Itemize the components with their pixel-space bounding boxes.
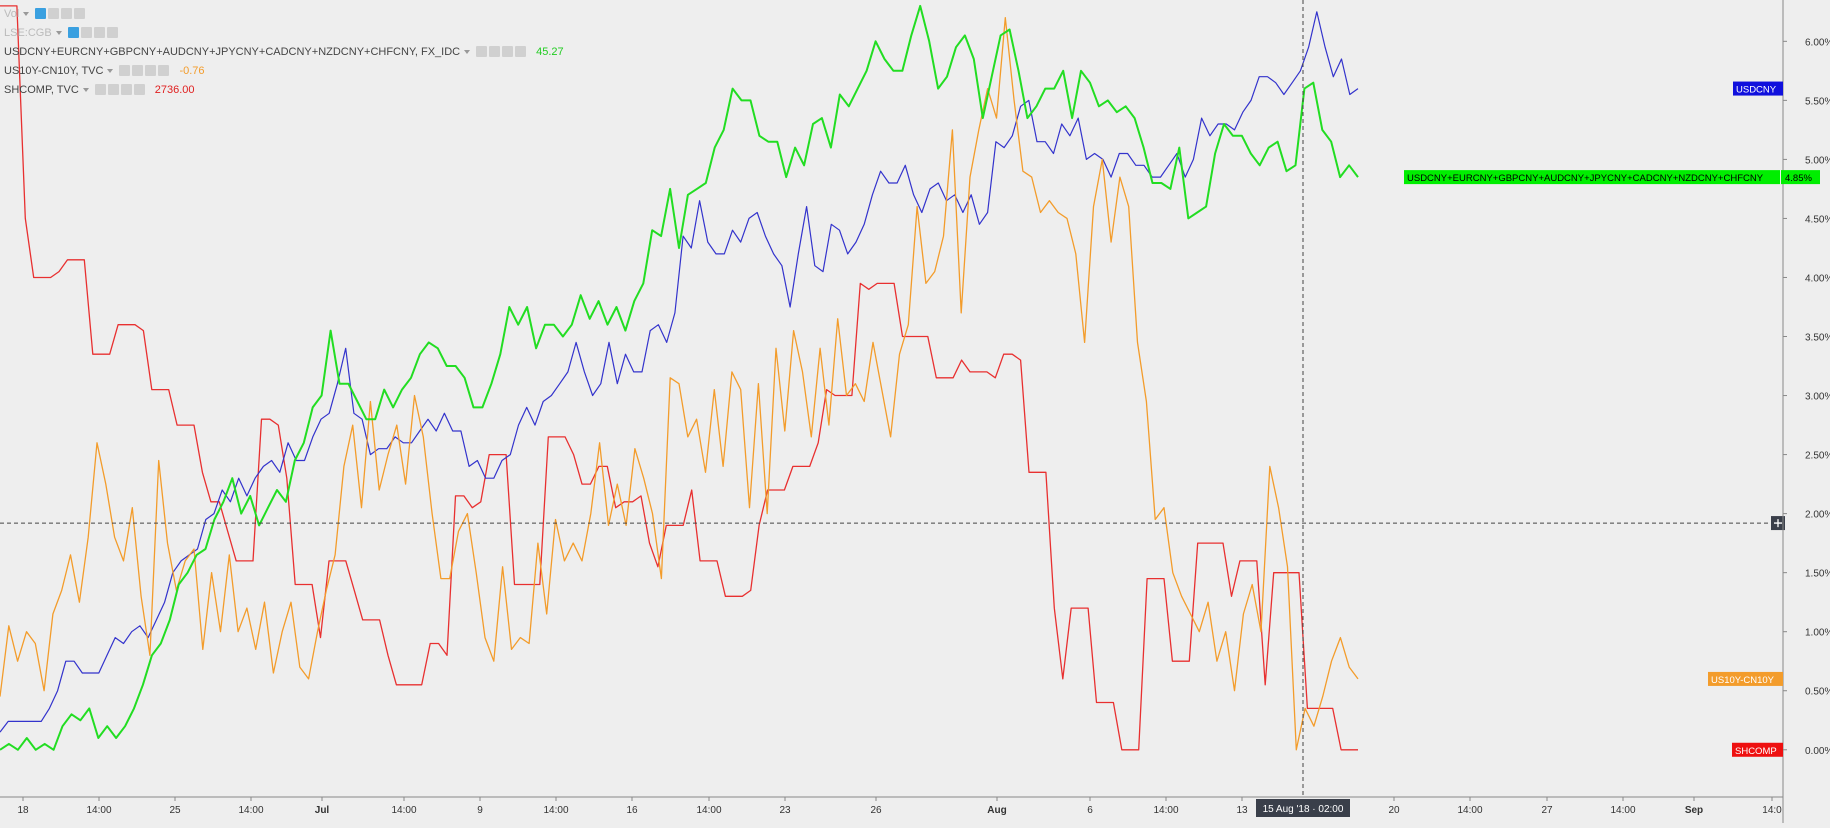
plus-icon[interactable]	[93, 27, 105, 38]
x-tick-label: Aug	[987, 805, 1006, 816]
chevron-down-icon[interactable]	[464, 49, 471, 54]
settings-icon[interactable]	[48, 8, 60, 19]
y-tick-label: 0.00%	[1805, 746, 1830, 757]
last-value-badge	[1781, 170, 1820, 185]
series-label-us10y-cn10y[interactable]: US10Y-CN10Y	[1708, 671, 1783, 686]
close-icon[interactable]	[106, 27, 118, 38]
x-tick-label: 16	[626, 805, 638, 816]
plus-icon[interactable]	[502, 46, 514, 57]
y-tick-label: 2.00%	[1805, 510, 1830, 521]
x-tick-label: 20	[1388, 805, 1400, 816]
eye-icon[interactable]	[67, 27, 79, 38]
legend-name: Vol	[4, 7, 20, 20]
x-tick-label: 23	[779, 805, 791, 816]
x-tick-label: 18	[17, 805, 29, 816]
series-line-shcomp	[0, 5, 1358, 751]
chevron-down-icon[interactable]	[23, 11, 30, 16]
series-label-text: US10Y-CN10Y	[1711, 675, 1775, 686]
series-label-text: SHCOMP	[1735, 746, 1777, 757]
x-tick-label: 14:00	[1457, 805, 1482, 816]
chart-series-layer	[0, 4, 1359, 751]
x-tick-label: 14:00	[238, 805, 263, 816]
legend-value: 2736.00	[154, 83, 195, 96]
series-legend: Vol LSE:CGB USDCNY+EURCNY+GBPCNY+AUDCNY+…	[4, 4, 564, 99]
y-axis[interactable]: 6.00% 5.50% 5.00% 4.50% 4.00% 3.50% 3.00% 2.50%…	[1782, 0, 1830, 823]
series-label-text: USDCNY+EURCNY+GBPCNY+AUDCNY+JPYCNY+CADCN…	[1407, 173, 1764, 184]
x-tick-label: 25	[169, 805, 181, 816]
x-tick-label: 27	[1541, 805, 1553, 816]
x-tick-label: 26	[870, 805, 882, 816]
x-tick-label: 13	[1236, 805, 1248, 816]
y-tick-label: 1.50%	[1805, 569, 1830, 580]
eye-icon[interactable]	[119, 65, 131, 76]
legend-row-lse-cgb[interactable]: LSE:CGB	[4, 23, 564, 42]
y-tick-label: 6.00%	[1805, 37, 1830, 48]
settings-icon[interactable]	[107, 84, 119, 95]
legend-name: USDCNY+EURCNY+GBPCNY+AUDCNY+JPYCNY+CADCN…	[4, 45, 461, 58]
legend-row-us10y-cn10y[interactable]: US10Y-CN10Y, TVC -0.76	[4, 61, 564, 80]
chevron-down-icon[interactable]	[82, 87, 89, 92]
x-tick-label: 6	[1087, 805, 1093, 816]
x-tick-label: Sep	[1685, 805, 1703, 816]
last-value-label: 4.85%	[1785, 173, 1812, 184]
x-tick-label: 14:00	[543, 805, 568, 816]
plus-icon[interactable]	[61, 8, 73, 19]
y-tick-label: 2.50%	[1805, 451, 1830, 462]
legend-row-basket[interactable]: USDCNY+EURCNY+GBPCNY+AUDCNY+JPYCNY+CADCN…	[4, 42, 564, 61]
x-tick-label: 9	[477, 805, 483, 816]
series-label-usdcny[interactable]: USDCNY	[1733, 81, 1783, 96]
close-icon[interactable]	[515, 46, 527, 57]
legend-name: SHCOMP, TVC	[4, 83, 79, 96]
x-tick-label: 14:00	[391, 805, 416, 816]
plus-icon[interactable]	[120, 84, 132, 95]
y-tick-label: 4.50%	[1805, 214, 1830, 225]
x-axis[interactable]: 18 14:00 25 14:00 Jul 14:00 9 14:00 16 14:00 23 26 A…	[0, 796, 1783, 816]
x-tick-label: 14:00	[86, 805, 111, 816]
settings-icon[interactable]	[80, 27, 92, 38]
series-label-shcomp[interactable]: SHCOMP	[1732, 742, 1783, 757]
legend-row-shcomp[interactable]: SHCOMP, TVC 2736.00	[4, 80, 564, 99]
close-icon[interactable]	[158, 65, 170, 76]
series-last-labels: USDCNY USDCNY+EURCNY+GBPCNY+AUDCNY+JPYCNY…	[1404, 81, 1820, 757]
legend-value: -0.76	[179, 64, 205, 77]
legend-value: 45.27	[536, 45, 564, 58]
legend-name: LSE:CGB	[4, 26, 52, 39]
settings-icon[interactable]	[132, 65, 144, 76]
plus-icon[interactable]	[145, 65, 157, 76]
plus-icon	[1774, 519, 1782, 528]
y-tick-label: 5.00%	[1805, 155, 1830, 166]
y-tick-label: 3.00%	[1805, 392, 1830, 403]
series-line-usdcny-eurcny-gbpcny-audcny-jpycny-cadcn	[0, 4, 1359, 751]
eye-icon[interactable]	[476, 46, 488, 57]
x-tick-label: 14:00	[696, 805, 721, 816]
series-line-us10y-cn10y	[0, 17, 1359, 751]
x-tick-label: 14:00	[1153, 805, 1178, 816]
crosshair: 15 Aug '18 · 02:00	[0, 0, 1785, 817]
legend-name: US10Y-CN10Y, TVC	[4, 64, 104, 77]
eye-icon[interactable]	[94, 84, 106, 95]
settings-icon[interactable]	[489, 46, 501, 57]
x-tick-label: 14:00	[1610, 805, 1635, 816]
chevron-down-icon[interactable]	[55, 30, 62, 35]
y-tick-label: 1.00%	[1805, 628, 1830, 639]
y-tick-label: 4.00%	[1805, 273, 1830, 284]
close-icon[interactable]	[74, 8, 86, 19]
crosshair-x-label: 15 Aug '18 · 02:00	[1263, 804, 1344, 815]
eye-icon[interactable]	[35, 8, 47, 19]
y-tick-label: 3.50%	[1805, 333, 1830, 344]
close-icon[interactable]	[133, 84, 145, 95]
x-tick-label: 14:0	[1762, 805, 1782, 816]
y-tick-label: 5.50%	[1805, 96, 1830, 107]
crosshair-x-label-box	[1256, 799, 1350, 817]
series-label-text: USDCNY	[1736, 85, 1777, 96]
legend-row-vol[interactable]: Vol	[4, 4, 564, 23]
series-label-usdcny+eurcny+gbpcny[interactable]: USDCNY+EURCNY+GBPCNY+AUDCNY+JPYCNY+CADCN…	[1404, 170, 1780, 185]
chevron-down-icon[interactable]	[107, 68, 114, 73]
x-tick-label: Jul	[315, 805, 330, 816]
y-tick-label: 0.50%	[1805, 687, 1830, 698]
